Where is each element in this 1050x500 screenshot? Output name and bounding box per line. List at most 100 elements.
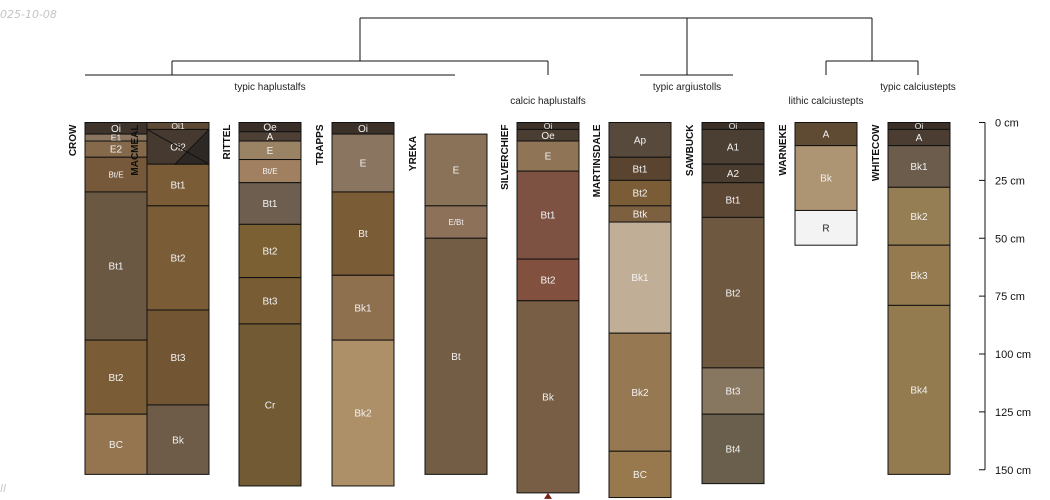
horizon-label: Bt (451, 352, 461, 363)
group-label: typic argiustolls (653, 82, 721, 93)
horizon-rect (146, 205, 210, 311)
horizon-rect (238, 182, 302, 225)
horizon-boundary-line (146, 129, 210, 165)
horizon-label: A2 (727, 169, 740, 180)
horizon-rect (331, 191, 395, 276)
horizon-label: Oe (541, 131, 555, 142)
horizon-label: Oe (263, 123, 277, 134)
group-label: calcic haplustalfs (510, 96, 586, 107)
horizon-label: Oi (729, 121, 738, 131)
horizon-label: Bk (542, 392, 555, 403)
horizon-label: Bk1 (354, 303, 372, 314)
horizon-rect (238, 277, 302, 325)
horizon-label: Bt2 (170, 254, 185, 265)
profile-name: WHITECOW (871, 124, 882, 181)
horizon-label: Cr (265, 401, 276, 412)
profile-name: MARTINSDALE (592, 124, 603, 197)
horizon-rect (608, 179, 672, 207)
horizon-rect (608, 122, 672, 158)
profile-name: CROW (68, 124, 79, 156)
horizon-label: Bt1 (725, 196, 740, 207)
horizon-rect (331, 133, 395, 193)
horizon-label: Bt2 (108, 373, 123, 384)
tick-label: 50 cm (995, 233, 1025, 245)
horizon-label: Bt1 (540, 211, 555, 222)
tick-label: 125 cm (995, 407, 1031, 419)
horizon-label: BC (633, 470, 647, 481)
horizon-label: Bt4 (725, 445, 740, 456)
tick-label: 25 cm (995, 175, 1025, 187)
horizon-rect (701, 216, 765, 369)
horizon-label: A (916, 133, 923, 144)
horizon-label: A (823, 130, 830, 141)
horizon-label: Oi2 (170, 142, 186, 153)
horizon-label: Ap (634, 135, 647, 146)
tick-label: 75 cm (995, 291, 1025, 303)
horizon-label: Oi (915, 121, 924, 131)
horizon-label: Bt1 (108, 262, 123, 273)
horizon-label: Oi (358, 124, 368, 135)
profile-name: RITTEL (222, 125, 233, 160)
horizon-label: Bt (358, 229, 368, 240)
profile-trapps: TRAPPS Oi E Bt Bk1 Bk2 (315, 122, 395, 487)
horizon-label: Bt3 (170, 353, 185, 364)
horizon-label: Bk2 (631, 388, 649, 399)
horizon-label: R (822, 223, 829, 234)
horizon-rect (516, 258, 580, 302)
horizon-rect (608, 450, 672, 499)
group-labels: typic haplustalfs calcic haplustalfs typic… (234, 82, 955, 107)
horizon-rect (887, 145, 951, 188)
horizon-label: Bk2 (354, 409, 372, 420)
horizon-label: E (360, 159, 367, 170)
horizon-rect (146, 163, 210, 207)
horizon-label: Bt1 (262, 199, 277, 210)
profile-sawbuck: SAWBUCK Oi A1 A2 Bt1 Bt2 Bt3 Bt4 (685, 121, 765, 485)
horizon-label: BC (109, 440, 123, 451)
horizon-label: Oi (544, 121, 553, 131)
horizon-rect (608, 221, 672, 334)
horizon-rect (238, 223, 302, 279)
horizon-label: Bk4 (910, 385, 928, 396)
horizon-label: A1 (727, 142, 740, 153)
profile-yreka: YREKA E E/Bt Bt (408, 133, 488, 475)
tick-label: 150 cm (995, 465, 1031, 477)
horizon-label: A (267, 132, 274, 143)
horizon-rect (516, 170, 580, 260)
horizon-rect (516, 140, 580, 172)
horizon-label: Bt/E (262, 167, 277, 176)
horizon-label: E (545, 152, 552, 163)
horizon-rect (608, 332, 672, 452)
profile-name: SILVERCHIEF (500, 125, 511, 190)
date-stamp: 025-10-08 (0, 8, 57, 21)
profile-end-marker (544, 492, 552, 499)
profile-name: MACMEAL (130, 125, 141, 176)
horizon-rect (887, 244, 951, 306)
horizon-rect (701, 128, 765, 165)
horizon-rect (516, 300, 580, 494)
horizon-label: E2 (110, 145, 123, 156)
horizon-label: Bk1 (910, 162, 928, 173)
horizon-rect (701, 413, 765, 485)
corner-mark: ll (0, 482, 7, 495)
profile-name: YREKA (408, 136, 419, 171)
horizon-label: Bk (172, 435, 185, 446)
group-label: typic calciustepts (880, 82, 956, 93)
horizon-label: Bt1 (170, 181, 185, 192)
horizon-label: E1 (111, 133, 122, 143)
horizon-rect (794, 209, 858, 246)
horizon-rect (331, 274, 395, 341)
horizon-label: Bt2 (725, 288, 740, 299)
horizon-label: E (267, 146, 274, 157)
horizon-label: E/Bt (448, 218, 464, 227)
horizon-label: Bt2 (262, 247, 277, 258)
profile-martinsdale: MARTINSDALE Ap Bt1 Bt2 Btk Bk1 Bk2 BC (592, 122, 672, 499)
horizon-rect (424, 237, 488, 475)
profile-name: TRAPPS (315, 124, 326, 165)
horizon-boundary-wedge (173, 128, 210, 165)
horizon-rect (84, 413, 148, 475)
horizon-label: Bt/E (108, 170, 123, 179)
